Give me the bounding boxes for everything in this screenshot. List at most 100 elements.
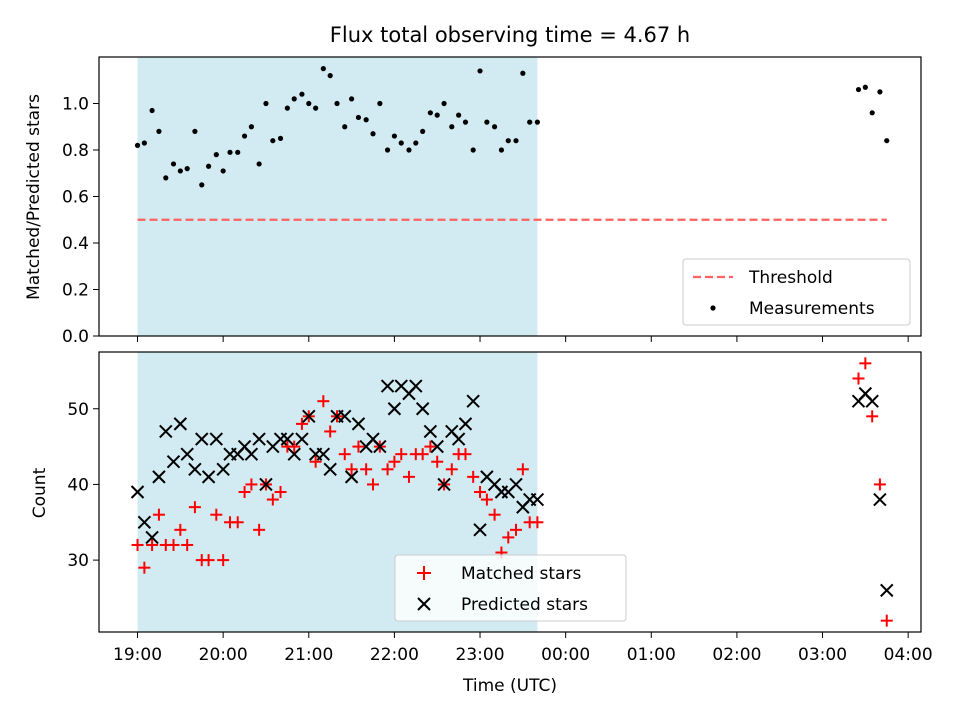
- matched-star-point: [445, 463, 458, 476]
- count-plot-layer: [130, 357, 894, 627]
- predicted-star-point: [259, 477, 273, 492]
- measurement-point: [384, 147, 391, 153]
- legend-matched-label: Matched stars: [461, 564, 581, 584]
- measurement-point: [199, 182, 205, 188]
- measurement-point: [141, 140, 147, 146]
- measurement-point: [441, 100, 447, 107]
- matched-star-point: [502, 531, 515, 544]
- predicted-star-point: [173, 417, 188, 431]
- measurement-point: [306, 100, 312, 107]
- measurement-point: [248, 124, 255, 130]
- ratio-legend-box: [682, 258, 911, 326]
- count-y-tick-label: 40: [67, 475, 89, 495]
- measurement-point: [491, 124, 498, 130]
- measurement-point: [227, 149, 233, 155]
- predicted-star-point: [316, 447, 331, 461]
- matched-star-point: [167, 538, 180, 551]
- count-y-axis-label: Count: [30, 467, 50, 518]
- matched-star-point: [852, 372, 865, 385]
- predicted-star-point: [451, 432, 466, 446]
- matched-star-point: [295, 417, 308, 430]
- matched-star-point: [202, 554, 215, 567]
- matched-star-point: [431, 455, 444, 468]
- predicted-star-point: [244, 447, 259, 461]
- predicted-star-point: [344, 470, 359, 484]
- matched-star-point: [416, 448, 429, 461]
- count-y-ticks: 30 40 50: [67, 400, 99, 571]
- predicted-star-point: [145, 530, 159, 545]
- legend-predicted-label: Predicted stars: [461, 595, 588, 615]
- measurement-point: [427, 110, 433, 116]
- predicted-star-point: [437, 477, 451, 492]
- measurement-point: [235, 149, 241, 155]
- predicted-star-point: [280, 432, 295, 446]
- measurement-point: [149, 107, 155, 114]
- predicted-star-point: [873, 492, 887, 507]
- predicted-star-point: [180, 447, 194, 461]
- ratio-y-tick-label: 0.4: [62, 234, 89, 254]
- matched-star-point: [138, 561, 151, 574]
- predicted-star-point: [466, 394, 480, 408]
- measurement-point: [192, 128, 198, 134]
- predicted-star-point: [302, 409, 316, 424]
- count-y-tick-label: 30: [67, 551, 89, 571]
- count-legend: Matched stars Predicted stars: [394, 554, 627, 622]
- measurement-point: [456, 112, 462, 118]
- measurement-point: [449, 124, 455, 130]
- ratio-x-ticks: [137, 336, 909, 342]
- measurement-point: [156, 128, 162, 134]
- predicted-star-point: [209, 432, 224, 446]
- ratio-shaded-interval: [137, 57, 538, 336]
- measurement-point: [370, 131, 376, 137]
- x-tick-label: 21:00: [284, 645, 333, 665]
- matched-star-point: [210, 508, 223, 521]
- predicted-star-point: [415, 402, 430, 416]
- measurement-point: [363, 117, 369, 123]
- measurement-point: [327, 73, 333, 79]
- measurement-point: [527, 119, 533, 125]
- ratio-y-tick-label: 1.0: [62, 95, 89, 115]
- measurement-point: [413, 140, 419, 146]
- predicted-star-point: [137, 515, 152, 529]
- matched-star-point: [531, 516, 544, 529]
- measurement-point: [256, 161, 262, 167]
- matched-star-point: [245, 478, 258, 491]
- matched-star-point: [516, 463, 529, 476]
- matched-star-point: [338, 448, 351, 461]
- legend-threshold-label: Threshold: [748, 268, 833, 288]
- measurement-point: [299, 91, 305, 97]
- measurement-point: [170, 161, 177, 167]
- measurement-point: [284, 105, 290, 111]
- matched-star-point: [402, 470, 415, 483]
- matched-star-point: [467, 470, 480, 483]
- measurement-point: [484, 119, 490, 125]
- matched-star-point: [488, 508, 501, 521]
- measurement-point: [477, 68, 483, 74]
- measurement-point: [513, 138, 519, 144]
- measurement-point: [277, 135, 284, 141]
- measurement-point: [355, 114, 362, 121]
- measurement-point: [213, 152, 219, 158]
- matched-star-point: [253, 523, 266, 536]
- measurement-point: [334, 100, 340, 107]
- predicted-star-point: [252, 432, 266, 446]
- measurement-point: [406, 147, 412, 153]
- measurement-point: [534, 119, 541, 125]
- measurement-point: [206, 163, 212, 169]
- x-tick-label: 20:00: [199, 645, 248, 665]
- matched-star-point: [345, 463, 358, 476]
- count-panel: 30 40 50 19:00 20:00 21:00 22:00 23:00 00:00 01:…: [30, 351, 933, 696]
- predicted-star-point: [201, 470, 216, 484]
- matched-star-point: [188, 501, 201, 514]
- ratio-y-ticks: 0.0 0.2 0.4 0.6 0.8 1.0: [62, 95, 99, 347]
- matched-star-point: [309, 455, 322, 468]
- legend-matched-swatch: [417, 566, 431, 580]
- measurement-point: [313, 105, 319, 111]
- measurement-point: [420, 128, 426, 134]
- predicted-star-point: [380, 379, 395, 393]
- count-legend-box: [394, 554, 627, 622]
- measurement-point: [877, 89, 883, 95]
- ratio-panel: 0.0 0.2 0.4 0.6 0.8 1.0 Matched/Predicted sta…: [24, 56, 922, 347]
- matched-star-point: [324, 425, 337, 438]
- predicted-star-point: [338, 409, 352, 424]
